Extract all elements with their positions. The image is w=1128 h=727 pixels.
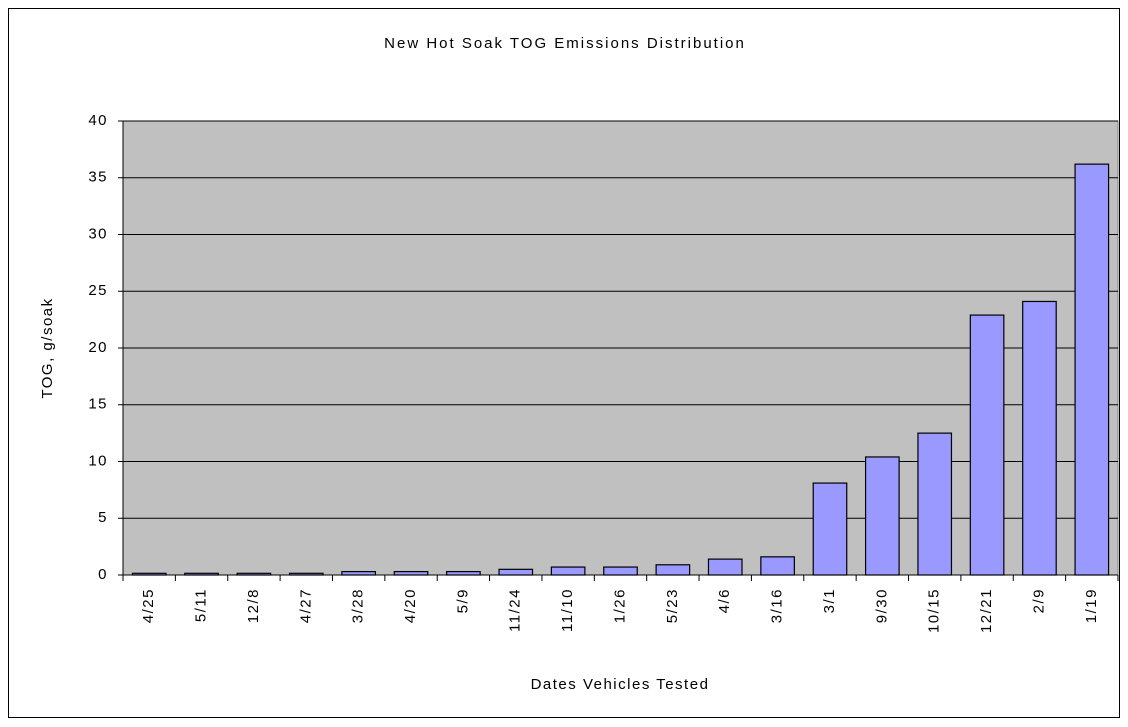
bar <box>550 566 586 576</box>
x-tick-label: 11/10 <box>559 588 576 632</box>
x-tick-label: 4/27 <box>297 588 314 623</box>
bar <box>917 432 953 576</box>
y-tick-label: 40 <box>88 112 108 129</box>
x-tick-label: 3/28 <box>350 588 367 623</box>
y-tick-label: 20 <box>88 339 108 356</box>
x-tick-label: 3/16 <box>769 588 786 623</box>
x-tick-label: 4/25 <box>140 588 157 623</box>
x-tick-label: 1/19 <box>1083 588 1100 623</box>
x-tick-label: 5/9 <box>454 588 471 613</box>
bar <box>969 314 1005 576</box>
x-axis-label: Dates Vehicles Tested <box>531 676 710 693</box>
x-tick-label: 2/9 <box>1030 588 1047 613</box>
y-tick-label: 10 <box>88 452 108 469</box>
y-tick-label: 0 <box>98 566 108 583</box>
chart-title: New Hot Soak TOG Emissions Distribution <box>384 35 746 52</box>
bar <box>1022 300 1057 576</box>
y-tick-label: 30 <box>88 225 108 242</box>
y-tick-label: 35 <box>88 169 108 186</box>
bar <box>655 564 691 576</box>
bar <box>393 570 429 576</box>
x-tick-label: 12/8 <box>245 588 262 623</box>
x-tick-label: 4/6 <box>716 588 733 613</box>
x-tick-label: 5/23 <box>664 588 681 623</box>
bar <box>812 482 848 576</box>
bar <box>498 568 534 576</box>
x-tick-label: 10/15 <box>926 588 943 633</box>
x-tick-label: 4/20 <box>402 588 419 623</box>
bar <box>341 570 377 576</box>
x-tick-label: 5/11 <box>193 588 210 622</box>
y-tick-label: 5 <box>98 509 108 526</box>
x-tick-label: 11/24 <box>507 588 524 632</box>
y-axis-label: TOG, g/soak <box>39 297 56 398</box>
bar <box>603 566 638 576</box>
x-tick-label: 9/30 <box>873 588 890 623</box>
bar <box>760 556 795 576</box>
x-tick-label: 1/26 <box>611 588 628 623</box>
bar <box>707 558 743 576</box>
bar <box>1074 163 1110 576</box>
y-tick-label: 15 <box>88 396 108 413</box>
bar <box>446 570 481 576</box>
x-tick-label: 12/21 <box>978 588 995 633</box>
x-tick-label: 3/1 <box>821 588 838 613</box>
y-tick-label: 25 <box>88 282 108 299</box>
bar <box>864 456 900 576</box>
